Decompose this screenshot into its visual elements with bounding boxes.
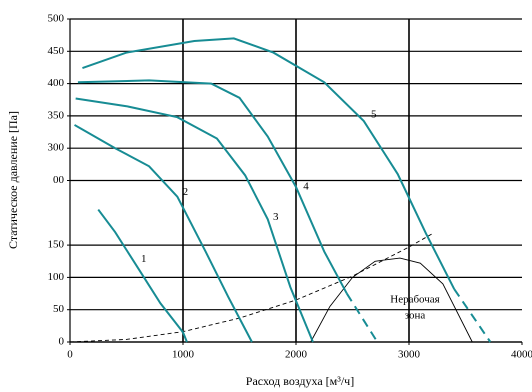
annotation: зона <box>405 310 426 322</box>
curve-label: 2 <box>183 186 189 198</box>
y-tick-label: 150 <box>48 239 65 251</box>
system-curve <box>69 233 432 343</box>
fan-curve <box>77 79 348 295</box>
fan-curve <box>74 124 253 343</box>
y-tick-label: 300 <box>48 142 65 154</box>
fan-curve-dashed <box>346 293 379 343</box>
y-tick-label: 500 <box>48 13 65 25</box>
curve-label: 3 <box>273 211 279 223</box>
y-tick-label: 00 <box>53 174 65 186</box>
x-tick-label: 1000 <box>172 349 195 361</box>
curve-label: 1 <box>141 253 147 265</box>
fan-curve <box>97 208 188 343</box>
y-tick-label: 50 <box>53 303 65 315</box>
y-axis-label: Статическое давление [Па] <box>6 111 20 249</box>
fan-curve <box>75 97 314 343</box>
x-tick-label: 3000 <box>398 349 421 361</box>
y-tick-label: 400 <box>48 77 65 89</box>
y-tick-label: 350 <box>48 109 65 121</box>
x-tick-label: 0 <box>67 349 73 361</box>
curve-label: 4 <box>303 180 309 192</box>
x-axis-label: Расход воздуха [м³/ч] <box>246 374 354 388</box>
x-tick-label: 2000 <box>285 349 308 361</box>
x-tick-label: 4000 <box>511 349 532 361</box>
fan-curve-dashed <box>453 288 492 343</box>
curve-label: 5 <box>371 109 377 121</box>
annotation: Нерабочая <box>390 294 440 306</box>
y-tick-label: 100 <box>48 271 65 283</box>
y-tick-label: 0 <box>59 336 65 348</box>
y-tick-label: 450 <box>48 45 65 57</box>
zone-curve <box>310 257 473 343</box>
fan-curve <box>82 37 456 290</box>
